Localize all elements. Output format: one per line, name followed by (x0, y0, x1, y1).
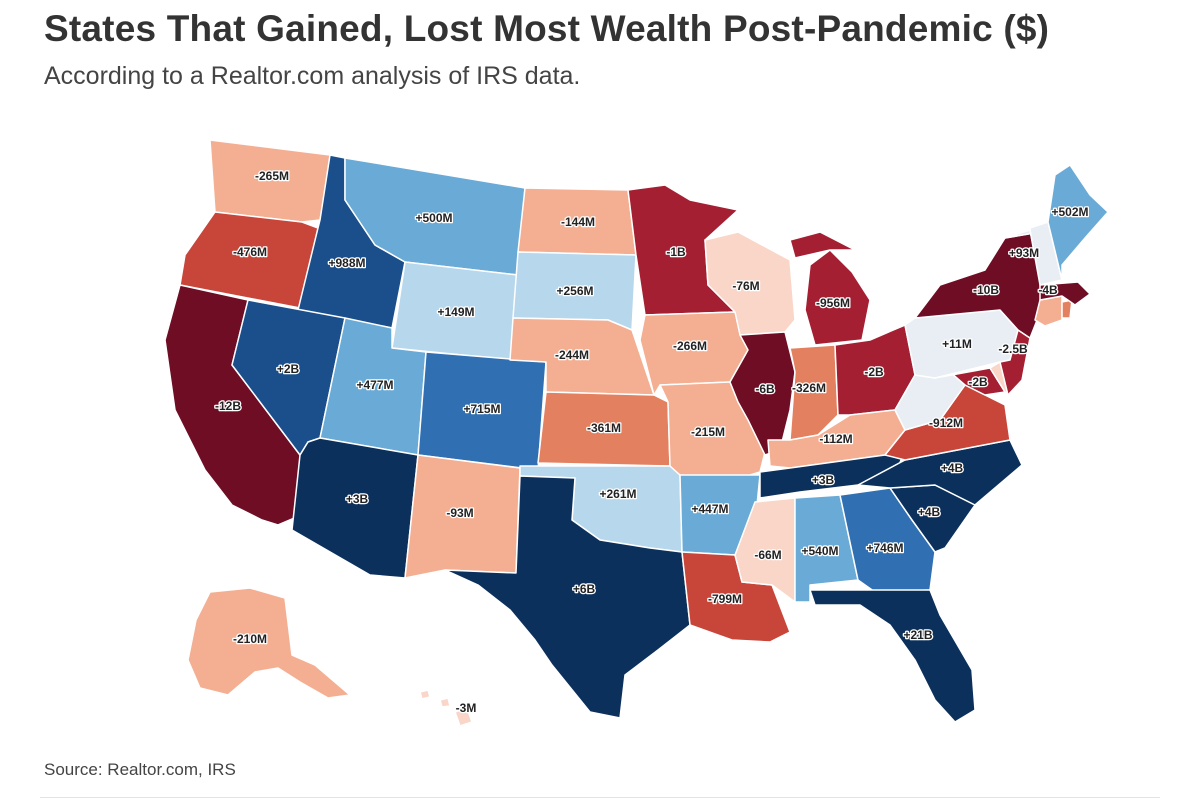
label-tn: +3B (812, 473, 835, 487)
label-ga: +746M (866, 541, 903, 555)
state-mi[interactable] (789, 231, 871, 346)
footer-divider (40, 797, 1160, 798)
label-ca: -12B (215, 399, 241, 413)
label-ne: -244M (555, 348, 589, 362)
label-mo: -215M (691, 425, 725, 439)
label-la: -799M (708, 592, 742, 606)
label-wa: -265M (255, 169, 289, 183)
label-nj: -2.5B (998, 342, 1028, 356)
state-nh[interactable] (1029, 221, 1063, 286)
label-ms: -66M (754, 548, 781, 562)
label-az: +3B (346, 492, 369, 506)
label-id: +988M (328, 256, 365, 270)
label-ma: -4B (1038, 283, 1058, 297)
label-il: -6B (755, 382, 775, 396)
label-co: +715M (463, 402, 500, 416)
label-nc: +4B (941, 461, 964, 475)
label-nm: -93M (446, 506, 473, 520)
label-hi: -3M (456, 701, 477, 715)
label-fl: +21B (903, 628, 932, 642)
page-subtitle: According to a Realtor.com analysis of I… (44, 62, 581, 90)
state-hi[interactable] (419, 689, 473, 727)
page-title: States That Gained, Lost Most Wealth Pos… (44, 8, 1050, 49)
label-md: -2B (968, 375, 988, 389)
label-ut: +477M (356, 378, 393, 392)
label-nd: -144M (561, 215, 595, 229)
label-ky: -112M (819, 432, 852, 446)
label-sd: +256M (556, 284, 593, 298)
label-wy: +149M (437, 305, 474, 319)
state-tx[interactable] (444, 475, 691, 719)
label-pa: +11M (942, 337, 972, 351)
source-note: Source: Realtor.com, IRS (44, 760, 236, 779)
label-in: -326M (792, 381, 826, 395)
state-ak[interactable] (187, 587, 351, 699)
state-fl[interactable] (809, 589, 976, 723)
label-nh: +93M (1009, 246, 1039, 260)
label-mi: -956M (816, 296, 850, 310)
label-al: +540M (801, 544, 838, 558)
label-mt: +500M (415, 211, 452, 225)
label-tx: +6B (573, 582, 596, 596)
state-me[interactable] (1047, 164, 1109, 281)
label-ks: -361M (587, 421, 621, 435)
label-ok: +261M (599, 487, 636, 501)
label-oh: -2B (864, 365, 884, 379)
label-nv: +2B (277, 362, 300, 376)
label-ar: +447M (691, 502, 728, 516)
label-ia: -266M (673, 339, 707, 353)
label-sc: +4B (918, 505, 941, 519)
label-or: -476M (233, 245, 267, 259)
state-az[interactable] (291, 437, 419, 579)
label-me: +502M (1051, 205, 1088, 219)
label-wi: -76M (732, 279, 759, 293)
state-ma[interactable] (1039, 281, 1091, 306)
label-va: -912M (929, 416, 963, 430)
label-ny: -10B (973, 283, 999, 297)
label-ak: -210M (233, 632, 267, 646)
state-labels: -265M -476M -12B +988M +2B +500M +149M +… (214, 168, 1090, 717)
label-mn: -1B (666, 245, 686, 259)
state-shapes (164, 139, 1109, 727)
